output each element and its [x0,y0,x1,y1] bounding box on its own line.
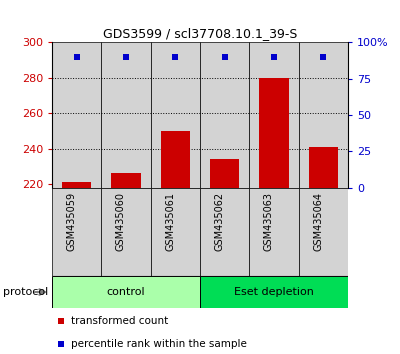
Bar [52,276,200,308]
Bar [52,42,101,188]
Title: GDS3599 / scl37708.10.1_39-S: GDS3599 / scl37708.10.1_39-S [103,27,297,40]
Bar [62,182,92,188]
Bar [160,131,190,188]
Bar [299,42,348,188]
Text: percentile rank within the sample: percentile rank within the sample [71,339,247,349]
Bar [299,188,348,276]
Bar [249,188,299,276]
Bar [151,188,200,276]
Bar [200,188,249,276]
Text: GSM435060: GSM435060 [116,192,126,251]
Text: GSM435059: GSM435059 [67,192,77,251]
Bar [200,276,348,308]
Bar [101,188,151,276]
Bar [151,42,200,188]
Text: GSM435063: GSM435063 [264,192,274,251]
Text: transformed count: transformed count [71,316,168,326]
Bar [210,159,240,188]
Text: GSM435062: GSM435062 [215,192,225,251]
Bar [249,42,299,188]
Text: GSM435064: GSM435064 [313,192,323,251]
Text: control: control [107,287,145,297]
Text: GSM435061: GSM435061 [165,192,175,251]
Text: Eset depletion: Eset depletion [234,287,314,297]
Bar [52,188,101,276]
Bar [111,173,141,188]
Text: protocol: protocol [3,287,48,297]
Bar [200,42,249,188]
Bar [308,147,338,188]
Bar [101,42,151,188]
Bar [259,78,289,188]
